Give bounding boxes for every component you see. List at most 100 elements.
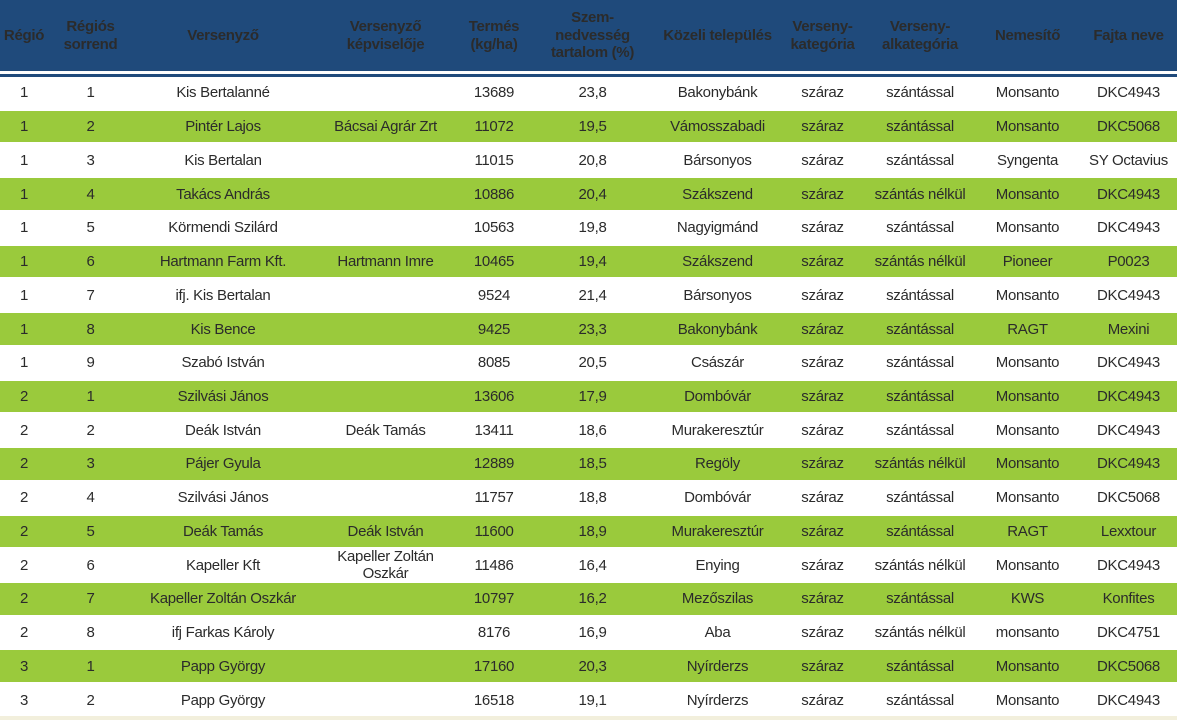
column-header-telepules: Közeli település <box>663 26 772 44</box>
cell-termes: 12889 <box>473 455 515 473</box>
cell-telepules: Nyírderzs <box>686 691 749 709</box>
cell-versenyzo: Kis Bertalan <box>184 151 262 169</box>
cell-alkategoria: szántás nélkül <box>874 185 966 203</box>
cell-telepules: Enying <box>695 556 740 574</box>
cell-sorrend: 5 <box>86 219 95 237</box>
cell-fajta: DKC5068 <box>1097 118 1160 136</box>
table-row: 1 4 Takács András 10886 20,4 Szákszend száraz s… <box>0 176 1177 212</box>
cell-termes: 9425 <box>477 320 511 338</box>
cell-fajta: DKC5068 <box>1097 489 1160 507</box>
cell-fajta: DKC4943 <box>1097 455 1160 473</box>
cell-kategoria: száraz <box>801 185 844 203</box>
cell-alkategoria: szántás nélkül <box>874 253 966 271</box>
cell-alkategoria: szántással <box>886 657 954 675</box>
cell-kategoria: száraz <box>801 354 844 372</box>
column-header-fajta: Fajta neve <box>1093 26 1164 44</box>
cell-fajta: DKC4943 <box>1097 84 1160 102</box>
cell-versenyzo: Szabó István <box>181 354 265 372</box>
cell-sorrend: 6 <box>86 556 95 574</box>
cell-alkategoria: szántással <box>886 320 954 338</box>
cell-kepviselo <box>313 448 458 480</box>
table-row: 2 3 Pájer Gyula 12889 18,5 Regöly száraz szántá… <box>0 446 1177 482</box>
cell-nedvesseg: 21,4 <box>578 286 607 304</box>
cell-kategoria: száraz <box>801 455 844 473</box>
cell-termes: 11600 <box>474 522 514 540</box>
cell-kategoria: száraz <box>801 421 844 439</box>
cell-versenyzo: Kapeller Zoltán Oszkár <box>150 590 296 608</box>
cell-kepviselo: Kapeller Zoltán Oszkár <box>337 549 434 582</box>
table-row: 2 4 Szilvási János 11757 18,8 Dombóvár száraz s… <box>0 481 1177 514</box>
cell-fajta: DKC4943 <box>1097 556 1160 574</box>
cell-sorrend: 1 <box>86 387 95 405</box>
cell-kepviselo: Hartmann Imre <box>337 253 434 271</box>
cell-alkategoria: szántás nélkül <box>874 624 966 642</box>
cell-versenyzo: Papp György <box>180 657 266 675</box>
cell-nemesito: monsanto <box>995 624 1060 642</box>
cell-regio: 1 <box>19 354 29 372</box>
cell-nedvesseg: 16,4 <box>578 556 607 574</box>
cell-fajta: Lexxtour <box>1100 522 1157 540</box>
table-row: 2 8 ifj Farkas Károly 8176 16,9 Aba száraz szán… <box>0 616 1177 649</box>
cell-kepviselo <box>313 684 458 716</box>
cell-termes: 13411 <box>474 421 514 439</box>
cell-alkategoria: szántással <box>886 691 954 709</box>
cell-alkategoria: szántás nélkül <box>874 556 966 574</box>
cell-telepules: Mezőszilas <box>681 590 754 608</box>
cell-alkategoria: szántással <box>886 84 954 102</box>
cell-nedvesseg: 19,1 <box>578 691 607 709</box>
cell-alkategoria: szántással <box>886 151 954 169</box>
column-header-kategoria: Verseny-kategória <box>790 17 855 53</box>
cell-regio: 1 <box>19 286 29 304</box>
cell-nedvesseg: 20,3 <box>578 657 607 675</box>
cell-termes: 17160 <box>473 657 515 675</box>
cell-versenyzo: Takács András <box>176 185 270 203</box>
cell-nemesito: Monsanto <box>995 489 1060 507</box>
cell-fajta: DKC4943 <box>1097 691 1160 709</box>
cell-telepules: Murakeresztúr <box>671 421 764 439</box>
cell-versenyzo: Pájer Gyula <box>185 455 261 473</box>
cell-versenyzo: ifj Farkas Károly <box>171 624 275 642</box>
cell-sorrend: 4 <box>86 185 95 203</box>
table-row: 2 1 Szilvási János 13606 17,9 Dombóvár száraz s… <box>0 378 1177 415</box>
cell-alkategoria: szántással <box>886 522 954 540</box>
cell-nemesito: Monsanto <box>995 286 1060 304</box>
cell-kategoria: száraz <box>801 657 844 675</box>
cell-kepviselo <box>313 617 458 649</box>
cell-termes: 10886 <box>473 185 515 203</box>
cell-kepviselo <box>313 77 458 109</box>
cell-nemesito: Monsanto <box>995 219 1060 237</box>
cell-nedvesseg: 18,9 <box>578 522 607 540</box>
cell-nedvesseg: 19,5 <box>578 118 607 136</box>
cell-nedvesseg: 19,8 <box>578 219 607 237</box>
cell-sorrend: 2 <box>86 118 95 136</box>
cell-telepules: Aba <box>704 624 731 642</box>
cell-nemesito: Monsanto <box>995 556 1060 574</box>
cell-termes: 16518 <box>473 691 515 709</box>
cell-versenyzo: Papp György <box>180 691 266 709</box>
cell-fajta: Konfites <box>1102 590 1155 608</box>
cell-kategoria: száraz <box>801 556 844 574</box>
cell-sorrend: 7 <box>86 286 95 304</box>
table-row: 1 9 Szabó István 8085 20,5 Császár száraz szánt… <box>0 346 1177 379</box>
cell-alkategoria: szántással <box>886 118 954 136</box>
cell-fajta: DKC4943 <box>1097 421 1160 439</box>
cell-nedvesseg: 18,6 <box>578 421 607 439</box>
cell-versenyzo: Kis Bence <box>190 320 256 338</box>
table-row: 3 1 Papp György 17160 20,3 Nyírderzs száraz szá… <box>0 648 1177 685</box>
cell-kategoria: száraz <box>801 286 844 304</box>
cell-versenyzo: Kapeller Kft <box>186 556 260 574</box>
cell-fajta: P0023 <box>1107 253 1150 271</box>
cell-termes: 11072 <box>474 118 514 136</box>
cell-fajta: DKC4943 <box>1097 219 1160 237</box>
cell-versenyzo: Deák Tamás <box>182 522 264 540</box>
cell-nedvesseg: 16,9 <box>578 624 607 642</box>
cell-fajta: DKC4943 <box>1097 185 1160 203</box>
cell-termes: 10797 <box>473 590 515 608</box>
cell-nedvesseg: 23,8 <box>578 84 607 102</box>
cell-telepules: Vámosszabadi <box>670 118 765 136</box>
cell-versenyzo: Kis Bertalanné <box>176 84 270 102</box>
cell-alkategoria: szántással <box>886 489 954 507</box>
cell-regio: 2 <box>19 489 29 507</box>
cell-sorrend: 1 <box>86 84 95 102</box>
cell-sorrend: 2 <box>86 691 95 709</box>
